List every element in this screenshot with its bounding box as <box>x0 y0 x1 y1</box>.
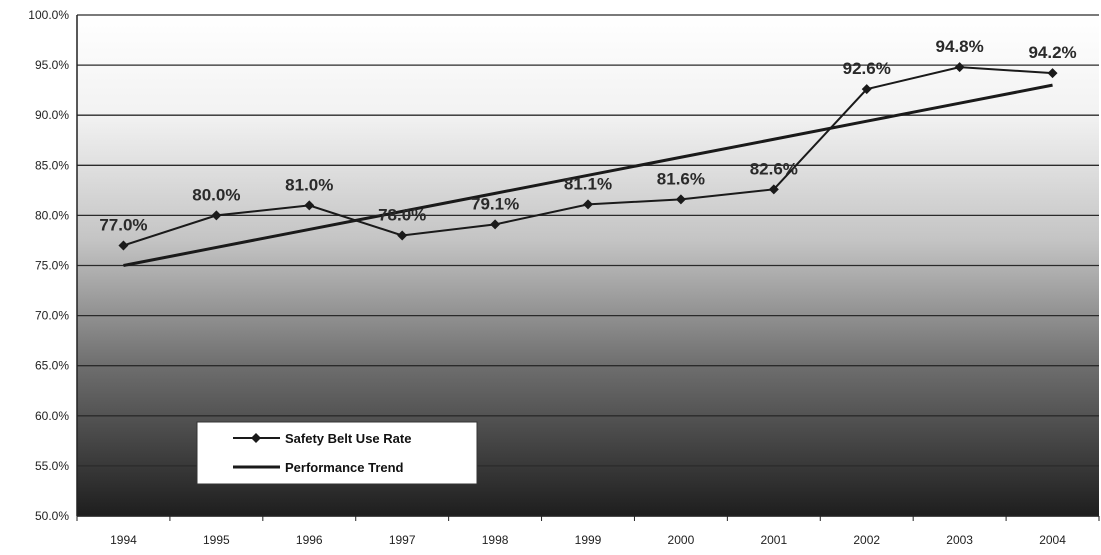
y-tick-label: 50.0% <box>35 509 69 523</box>
y-tick-label: 100.0% <box>28 8 69 22</box>
data-label: 81.0% <box>285 175 333 194</box>
data-point-safety-belt <box>211 210 222 221</box>
data-labels: 77.0% 80.0% 81.0% 78.0% 79.1% 81.1% 81.6% 82.6%… <box>99 37 1076 234</box>
y-tick-label: 75.0% <box>35 259 69 273</box>
x-tick-label: 2004 <box>1039 533 1066 547</box>
series-layer <box>118 62 1058 267</box>
legend-label-performance-trend: Performance Trend <box>285 460 404 475</box>
y-tick-label: 70.0% <box>35 309 69 323</box>
x-tick-label: 2002 <box>853 533 880 547</box>
data-label: 82.6% <box>750 159 798 178</box>
data-point-safety-belt <box>490 219 501 230</box>
x-tick-label: 1996 <box>296 533 323 547</box>
x-tick-label: 1995 <box>203 533 230 547</box>
x-tick-label: 2003 <box>946 533 973 547</box>
data-label: 81.6% <box>657 169 705 188</box>
data-label: 94.2% <box>1028 43 1076 62</box>
x-tick-label: 1998 <box>482 533 509 547</box>
y-tick-label: 85.0% <box>35 158 69 172</box>
data-point-safety-belt <box>118 240 129 251</box>
legend-marker-diamond <box>251 433 261 443</box>
y-tick-label: 80.0% <box>35 208 69 222</box>
data-label: 81.1% <box>564 174 612 193</box>
x-tick-label: 2001 <box>760 533 787 547</box>
y-tick-label: 65.0% <box>35 359 69 373</box>
y-tick-label: 60.0% <box>35 409 69 423</box>
axes: 100.0% 95.0% 90.0% 85.0% 80.0% 75.0% 70.0% 65.0… <box>28 8 1100 547</box>
series-line-performance-trend <box>123 83 1053 267</box>
data-point-safety-belt <box>583 199 593 210</box>
x-tick-label: 1994 <box>110 533 137 547</box>
y-tick-label: 55.0% <box>35 459 69 473</box>
legend-box <box>196 421 478 485</box>
data-point-safety-belt <box>954 62 965 73</box>
data-point-safety-belt <box>1047 68 1058 79</box>
x-tick-label: 1997 <box>389 533 416 547</box>
data-point-safety-belt <box>675 194 686 205</box>
legend-label-safety-belt: Safety Belt Use Rate <box>285 431 411 446</box>
data-label: 94.8% <box>936 37 984 56</box>
data-point-safety-belt <box>304 200 315 211</box>
data-label: 92.6% <box>843 59 891 78</box>
data-label: 79.1% <box>471 194 519 213</box>
y-tick-label: 90.0% <box>35 108 69 122</box>
x-tick-label: 2000 <box>668 533 695 547</box>
data-point-safety-belt <box>861 84 872 95</box>
legend: Safety Belt Use Rate Performance Trend <box>196 421 478 485</box>
data-label: 80.0% <box>192 185 240 204</box>
data-label: 78.0% <box>378 205 426 224</box>
data-point-safety-belt <box>768 184 779 195</box>
data-point-safety-belt <box>397 230 408 241</box>
y-tick-label: 95.0% <box>35 58 69 72</box>
x-tick-label: 1999 <box>575 533 602 547</box>
data-label: 77.0% <box>99 215 147 234</box>
